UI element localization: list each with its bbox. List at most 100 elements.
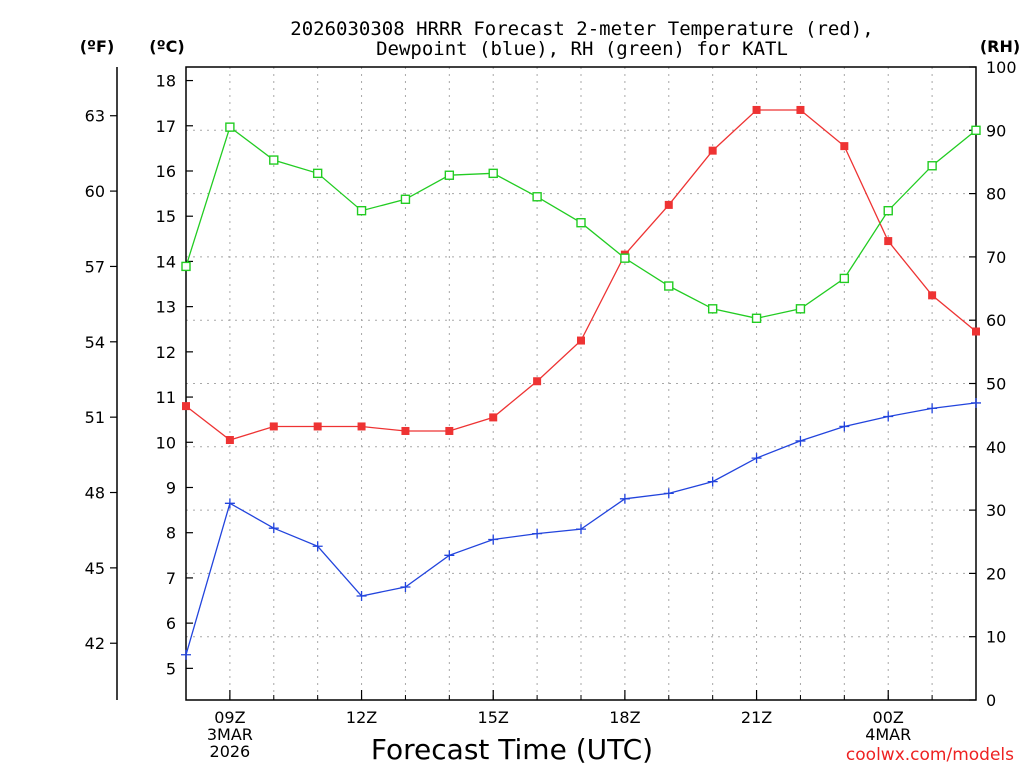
rh-point <box>488 168 498 179</box>
chart-title-line2: Dewpoint (blue), RH (green) for KATL <box>376 38 788 60</box>
celsius-tick-label: 17 <box>156 117 176 136</box>
x-tick-label: 00Z <box>873 708 904 727</box>
fahrenheit-tick-label: 48 <box>85 484 105 503</box>
temperature-point <box>884 237 893 246</box>
rh-point <box>225 122 235 132</box>
grid-lines <box>186 67 976 700</box>
rh-point <box>620 253 630 263</box>
rh-tick-label: 20 <box>986 564 1006 583</box>
rh-tick-label: 10 <box>986 628 1006 647</box>
celsius-tick-label: 12 <box>156 343 176 362</box>
temperature-point <box>313 422 322 431</box>
fahrenheit-tick-label: 63 <box>85 107 105 126</box>
fahrenheit-tick-label: 57 <box>85 257 105 276</box>
dewpoint-point <box>576 524 586 535</box>
celsius-tick-label: 18 <box>156 72 176 91</box>
rh-point <box>927 161 937 171</box>
dewpoint-point <box>663 488 674 499</box>
temperature-point <box>708 146 717 155</box>
dewpoint-point <box>839 421 850 432</box>
fahrenheit-tick-label: 42 <box>85 634 105 653</box>
celsius-tick-label: 10 <box>156 433 176 452</box>
rh-point <box>312 168 323 179</box>
temperature-point <box>269 422 278 431</box>
temperature-point <box>225 436 234 445</box>
dewpoint-point <box>619 493 630 504</box>
celsius-tick-label: 16 <box>156 162 176 181</box>
dewpoint-point <box>444 550 455 561</box>
rh-tick-label: 100 <box>986 58 1017 77</box>
rh-tick-label: 0 <box>986 691 996 710</box>
x-tick-label: 4MAR <box>865 725 911 744</box>
dewpoint-point <box>488 534 499 545</box>
rh-point <box>532 192 542 202</box>
dewpoint-point <box>268 523 279 534</box>
rh-point <box>883 205 893 216</box>
credit-text: coolwx.com/models <box>846 745 1014 765</box>
dewpoint-point <box>181 649 191 660</box>
dewpoint-point <box>532 528 543 539</box>
dewpoint-point <box>400 581 411 592</box>
rh-point <box>356 205 367 216</box>
celsius-tick-label: 15 <box>156 207 176 226</box>
rh-tick-label: 80 <box>986 185 1006 204</box>
temperature-point <box>577 336 585 345</box>
x-tick-label: 2026 <box>210 742 251 761</box>
chart-title-line1: 2026030308 HRRR Forecast 2-meter Tempera… <box>290 18 873 40</box>
temperature-point <box>840 142 849 151</box>
x-tick-label: 21Z <box>741 708 772 727</box>
celsius-tick-label: 5 <box>166 659 176 678</box>
dewpoint-point <box>707 476 718 487</box>
temperature-point <box>445 426 454 435</box>
fahrenheit-tick-label: 45 <box>85 559 105 578</box>
rh-tick-label: 60 <box>986 311 1006 330</box>
dewpoint-point <box>312 541 323 552</box>
temperature-point <box>401 426 410 435</box>
fahrenheit-tick-label: 51 <box>85 408 105 427</box>
x-tick-label: 09Z <box>214 708 245 727</box>
x-tick-label: 15Z <box>478 708 509 727</box>
x-tick-label: 18Z <box>609 708 640 727</box>
dewpoint-point <box>927 403 938 414</box>
dewpoint-point <box>356 591 367 602</box>
celsius-tick-label: 7 <box>166 569 176 588</box>
tick-labels: 5 6 7 8 9 10 11 12 13 14 15 16 17 18 42 45 48 51 54 57 60 63 0… <box>85 58 1017 761</box>
dewpoint-point <box>883 411 894 422</box>
rh-unit-label: (RH) <box>980 37 1020 56</box>
rh-point <box>664 281 674 291</box>
axes <box>110 66 977 701</box>
rh-tick-label: 90 <box>986 121 1006 140</box>
x-axis-label: Forecast Time (UTC) <box>371 733 653 766</box>
temperature-point <box>182 402 190 411</box>
data-series <box>181 105 981 660</box>
rh-point <box>400 194 411 204</box>
temperature-point <box>533 377 542 386</box>
celsius-tick-label: 11 <box>156 388 176 407</box>
rh-point <box>444 170 455 180</box>
rh-point <box>269 155 279 165</box>
celsius-unit-label: (ºC) <box>149 37 184 56</box>
rh-tick-label: 40 <box>986 438 1006 457</box>
celsius-tick-label: 8 <box>166 524 176 543</box>
dewpoint-point <box>751 453 762 464</box>
rh-point <box>971 125 981 136</box>
fahrenheit-tick-label: 60 <box>85 182 105 201</box>
celsius-tick-label: 9 <box>166 478 176 497</box>
rh-point <box>751 313 762 324</box>
temperature-point <box>664 200 673 209</box>
fahrenheit-unit-label: (ºF) <box>80 37 115 56</box>
temperature-point <box>796 105 805 114</box>
fahrenheit-tick-label: 54 <box>85 333 105 352</box>
rh-tick-label: 30 <box>986 501 1006 520</box>
x-tick-label: 3MAR <box>207 725 253 744</box>
dewpoint-point <box>224 498 235 509</box>
temperature-point <box>489 413 498 422</box>
dewpoint-point <box>795 435 806 446</box>
dewpoint-point <box>971 397 981 408</box>
temperature-point <box>752 105 761 114</box>
celsius-tick-label: 14 <box>156 252 176 271</box>
celsius-tick-label: 6 <box>166 614 176 633</box>
temperature-point <box>357 422 366 431</box>
rh-point <box>576 218 586 228</box>
